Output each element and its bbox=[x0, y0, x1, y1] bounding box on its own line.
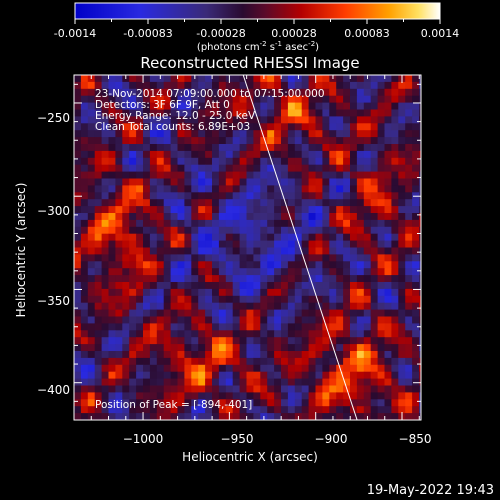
colorbar-units: (photons cm-2 s-1 asec-2) bbox=[197, 40, 319, 53]
y-tick-label: −350 bbox=[37, 294, 70, 308]
y-axis-label: Heliocentric Y (arcsec) bbox=[14, 183, 28, 318]
x-tick-label: −900 bbox=[315, 432, 348, 446]
colorbar-ticks bbox=[74, 19, 441, 24]
annotation-time-range: 23-Nov-2014 07:09:00.000 to 07:15:00.000 bbox=[95, 88, 325, 100]
x-tick-label: −850 bbox=[399, 432, 432, 446]
peak-position-label: Position of Peak = [-894,-401] bbox=[95, 399, 252, 411]
plot-frame bbox=[73, 74, 422, 421]
colorbar bbox=[75, 3, 440, 19]
colorbar-tick-label: 0.0014 bbox=[421, 27, 460, 40]
y-tick-label: −250 bbox=[37, 111, 70, 125]
annotation-energy-range: Energy Range: 12.0 - 25.0 keV bbox=[95, 110, 256, 122]
y-tick-label: −400 bbox=[37, 383, 70, 397]
axis-ticks bbox=[73, 75, 421, 421]
x-tick-label: −1000 bbox=[123, 432, 164, 446]
x-tick-label: −950 bbox=[221, 432, 254, 446]
colorbar-tick-label: -0.0014 bbox=[54, 27, 96, 40]
x-axis-label: Heliocentric X (arcsec) bbox=[182, 450, 318, 464]
heatmap-image bbox=[74, 75, 421, 420]
annotation-total-counts: Clean Total counts: 6.89E+03 bbox=[95, 121, 250, 133]
colorbar-tick-label: 0.00083 bbox=[344, 27, 390, 40]
colorbar-tick-label: -0.00028 bbox=[196, 27, 245, 40]
solar-limb-line bbox=[242, 75, 358, 420]
y-tick-label: −300 bbox=[37, 204, 70, 218]
render-timestamp: 19-May-2022 19:43 bbox=[367, 483, 494, 498]
annotation-detectors: Detectors: 3F 6F 9F, Att 0 bbox=[95, 99, 230, 111]
colorbar-tick-label: 0.00028 bbox=[271, 27, 317, 40]
chart-title: Reconstructed RHESSI Image bbox=[140, 54, 359, 72]
colorbar-tick-label: -0.00083 bbox=[123, 27, 172, 40]
